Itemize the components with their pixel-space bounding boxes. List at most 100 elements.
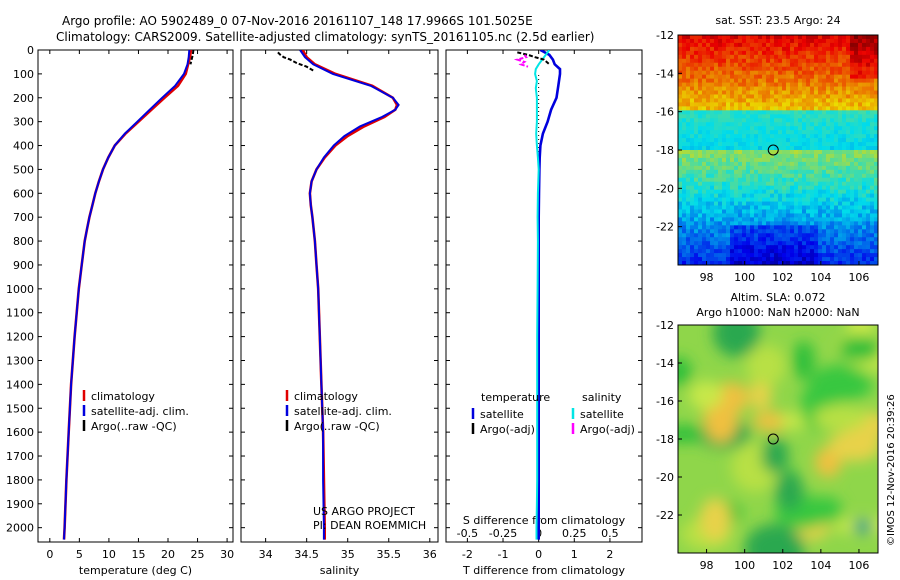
map-x-tick-label: 100 xyxy=(734,271,755,284)
depth-tick-label: 1200 xyxy=(6,331,34,344)
panel-temperature: 0100200300400500600700800900100011001200… xyxy=(6,44,234,577)
x-tick-label: 30 xyxy=(220,548,234,561)
plot-frame xyxy=(240,49,439,543)
depth-tick-label: 1600 xyxy=(6,426,34,439)
legend-label: Argo(..raw -QC) xyxy=(91,420,177,433)
salinity-diff-tick-label: -0.25 xyxy=(489,527,517,540)
climatology-title: Climatology: CARS2009. Satellite-adjuste… xyxy=(56,30,595,44)
series-group xyxy=(277,50,400,540)
credit-block: US ARGO PROJECT PI: DEAN ROEMMICH xyxy=(313,505,426,532)
map-x-tick-label: 104 xyxy=(810,559,831,572)
depth-tick-label: 200 xyxy=(13,92,34,105)
x-tick-label: 36 xyxy=(423,548,437,561)
map-x-tick-label: 98 xyxy=(700,559,714,572)
map-x-tick-label: 100 xyxy=(734,559,755,572)
depth-tick-label: 1800 xyxy=(6,474,34,487)
legend-label: climatology xyxy=(294,390,358,403)
map-x-tick-label: 106 xyxy=(848,559,869,572)
legend-header-temperature: temperature xyxy=(481,391,550,404)
top-axis-label: S difference from climatology xyxy=(463,514,626,527)
x-axis-label: T difference from climatology xyxy=(462,564,625,577)
depth-tick-label: 500 xyxy=(13,163,34,176)
x-tick-label: 5 xyxy=(76,548,83,561)
series-line xyxy=(513,54,529,68)
map-y-tick-label: -12 xyxy=(656,319,674,332)
sla-blobs xyxy=(678,325,878,553)
x-tick-label: 34.5 xyxy=(294,548,319,561)
legend-label: Argo(..raw -QC) xyxy=(294,420,380,433)
x-tick-label: -2 xyxy=(462,548,473,561)
map-y-tick-label: -12 xyxy=(656,29,674,42)
map-x-tick-label: 102 xyxy=(772,559,793,572)
map-x-tick-label: 104 xyxy=(810,271,831,284)
series-line xyxy=(189,50,195,65)
depth-tick-label: 1000 xyxy=(6,283,34,296)
x-tick-label: -1 xyxy=(498,548,509,561)
series-group xyxy=(513,50,562,540)
map-y-tick-label: -22 xyxy=(656,221,674,234)
panel-difference: -2 -1 0 1 2 T difference from climatology -0.5… xyxy=(445,49,643,577)
depth-tick-label: 2000 xyxy=(6,522,34,535)
profile-title: Argo profile: AO 5902489_0 07-Nov-2016 2… xyxy=(62,14,533,28)
plot-frame xyxy=(445,49,643,543)
depth-tick-label: 400 xyxy=(13,140,34,153)
depth-tick-label: 1900 xyxy=(6,498,34,511)
depth-tick-label: 600 xyxy=(13,187,34,200)
salinity-diff-tick-label: 0.25 xyxy=(562,527,587,540)
map-y-tick-label: -14 xyxy=(656,357,674,370)
map-subtitle: Argo h1000: NaN h2000: NaN xyxy=(696,306,859,319)
depth-tick-label: 0 xyxy=(27,44,34,57)
x-tick-label: 35.5 xyxy=(377,548,402,561)
x-tick-label: 2 xyxy=(606,548,613,561)
depth-tick-label: 300 xyxy=(13,116,34,129)
map-y-tick-label: -14 xyxy=(656,67,674,80)
salinity-diff-tick-label: -0.5 xyxy=(457,527,478,540)
depth-tick-label: 1100 xyxy=(6,307,34,320)
legend-label: climatology xyxy=(91,390,155,403)
x-tick-label: 15 xyxy=(131,548,145,561)
credit-line-2: PI: DEAN ROEMMICH xyxy=(313,519,426,532)
x-tick-label: 0 xyxy=(535,548,542,561)
x-tick-label: 1 xyxy=(571,548,578,561)
map-title: Altim. SLA: 0.072 xyxy=(730,291,825,304)
map-sst_map: 98 100 102 104 106 -12 -14 -16 -18 -20 -22 sat. SST… xyxy=(656,14,879,284)
map-field xyxy=(678,35,878,265)
series-line xyxy=(277,51,316,73)
x-tick-label: 25 xyxy=(191,548,205,561)
timestamp-label: ©IMOS 12-Nov-2016 20:39:26 xyxy=(886,394,897,546)
x-axis-label: temperature (deg C) xyxy=(79,564,192,577)
panel-salinity: 34 34.5 35 35.5 36 salinity climatology satelli… xyxy=(240,49,439,577)
depth-tick-label: 1400 xyxy=(6,378,34,391)
series-line xyxy=(534,50,551,540)
map-sla_map: 98 100 102 104 106 -12 -14 -16 -18 -20 -22 Altim. S… xyxy=(656,291,879,572)
map-y-tick-label: -16 xyxy=(656,395,674,408)
plot-frame xyxy=(37,49,234,543)
map-x-tick-label: 102 xyxy=(772,271,793,284)
map-field xyxy=(678,325,878,553)
depth-tick-label: 700 xyxy=(13,211,34,224)
legend-label: satellite-adj. clim. xyxy=(294,405,392,418)
series-line xyxy=(537,50,562,540)
depth-tick-label: 800 xyxy=(13,235,34,248)
map-x-tick-label: 98 xyxy=(700,271,714,284)
map-y-tick-label: -16 xyxy=(656,106,674,119)
depth-tick-label: 1500 xyxy=(6,402,34,415)
map-y-tick-label: -18 xyxy=(656,144,674,157)
map-y-tick-label: -18 xyxy=(656,433,674,446)
argo-position-marker xyxy=(767,433,779,445)
map-y-tick-label: -20 xyxy=(656,182,674,195)
map-y-tick-label: -20 xyxy=(656,471,674,484)
series-group xyxy=(62,50,195,540)
x-tick-label: 20 xyxy=(161,548,175,561)
legend-label: satellite xyxy=(480,408,524,421)
legend-label: Argo(-adj) xyxy=(580,423,635,436)
depth-tick-label: 1300 xyxy=(6,354,34,367)
series-line xyxy=(62,50,193,540)
map-y-tick-label: -22 xyxy=(656,509,674,522)
series-line xyxy=(301,50,399,540)
series-line xyxy=(299,50,400,540)
legend-header-salinity: salinity xyxy=(582,391,622,404)
salinity-diff-tick-label: 0.5 xyxy=(601,527,619,540)
series-line xyxy=(517,51,550,66)
